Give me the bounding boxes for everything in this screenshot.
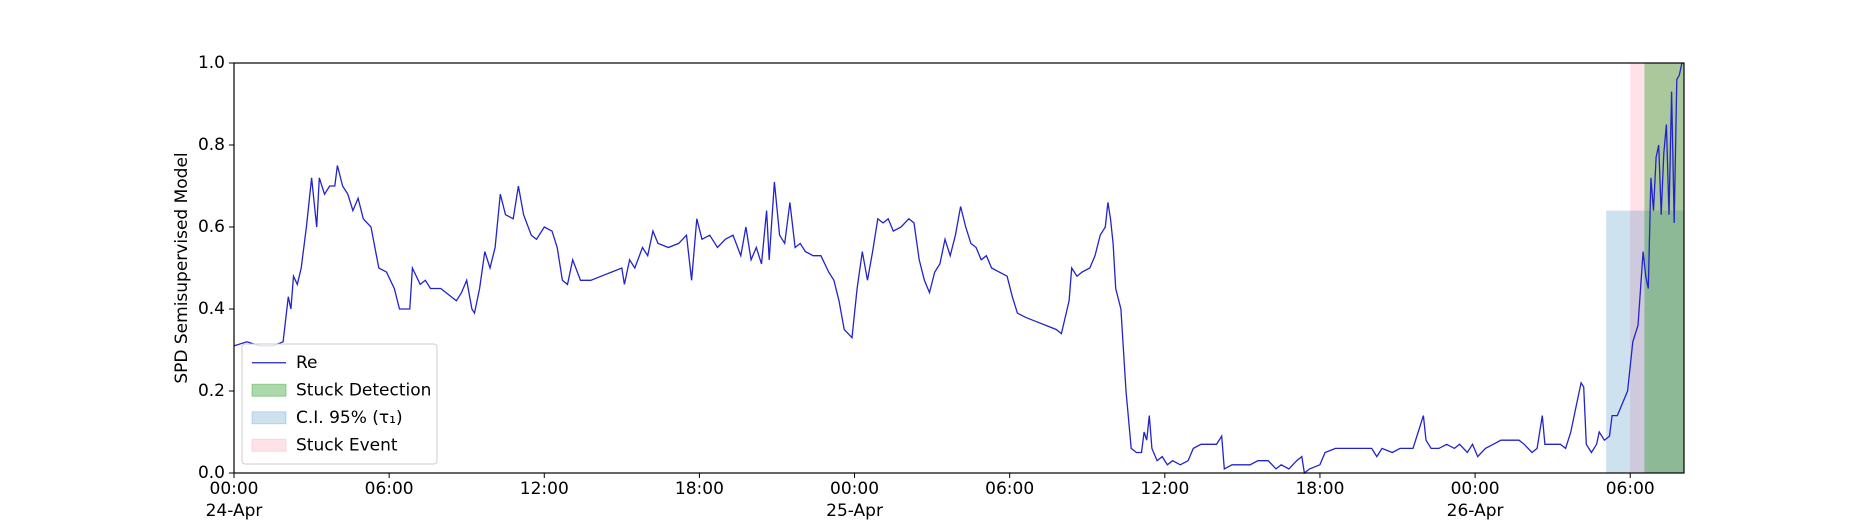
y-tick-label: 0.0 bbox=[198, 463, 225, 483]
span bbox=[1606, 210, 1684, 473]
x-offset-label: 1900 bbox=[212, 523, 255, 525]
y-tick-label: 0.4 bbox=[198, 299, 225, 319]
line bbox=[233, 62, 1683, 475]
y-axis-label: SPD Semisupervised Model bbox=[172, 152, 192, 383]
legend-label: Stuck Event bbox=[296, 435, 398, 455]
x-tick-label: 12:00 bbox=[1140, 479, 1189, 499]
x-tick-label: 00:00 bbox=[210, 479, 259, 499]
legend-swatch bbox=[251, 438, 287, 452]
x-tick-label: 00:00 bbox=[830, 479, 879, 499]
y-tick-label: 0.8 bbox=[198, 135, 225, 155]
x-date-label: 26-Apr bbox=[1447, 501, 1504, 521]
legend-label: Re bbox=[296, 353, 318, 373]
span bbox=[1630, 63, 1684, 473]
y-tick-label: 1.0 bbox=[198, 53, 225, 73]
legend-label: Stuck Detection bbox=[296, 380, 431, 400]
x-tick-label: 18:00 bbox=[675, 479, 724, 499]
x-tick-label: 00:00 bbox=[1451, 479, 1500, 499]
legend-swatch bbox=[251, 383, 287, 397]
legend-box bbox=[241, 343, 438, 465]
x-tick-label: 18:00 bbox=[1295, 479, 1344, 499]
x-tick-label: 06:00 bbox=[365, 479, 414, 499]
legend-label: C.I. 95% (τ₁) bbox=[296, 408, 403, 428]
legend: Re Stuck Detection C.I. 95% (τ₁) Stuck Even… bbox=[241, 343, 438, 465]
x-tick-label: 06:00 bbox=[985, 479, 1034, 499]
legend-swatch bbox=[251, 411, 287, 425]
y-tick-label: 0.6 bbox=[198, 217, 225, 237]
x-date-label: 25-Apr bbox=[826, 501, 883, 521]
y-tick-label: 0.2 bbox=[198, 381, 225, 401]
x-tick-label: 06:00 bbox=[1606, 479, 1655, 499]
axes-frame bbox=[233, 62, 1685, 474]
x-tick-label: 12:00 bbox=[520, 479, 569, 499]
x-date-label: 24-Apr bbox=[206, 501, 263, 521]
span bbox=[1644, 63, 1684, 473]
